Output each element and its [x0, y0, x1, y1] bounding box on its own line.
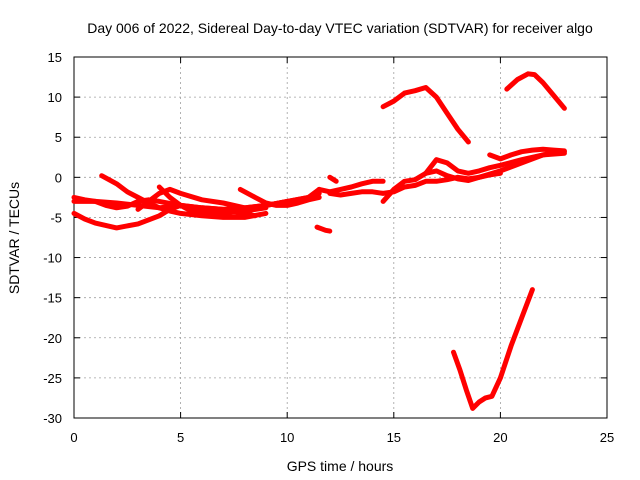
- series-band-k: [423, 150, 567, 176]
- y-tick-label-3: 0: [55, 170, 62, 185]
- series-arc-20: [504, 71, 567, 111]
- series-band-e: [135, 186, 290, 212]
- axis-ticks: 0 5 10 15 20 25 15 10 5 0 -5 -10 -15 -20 -25 -30: [43, 50, 614, 445]
- x-tick-label-3: 15: [387, 430, 401, 445]
- x-tick-label-4: 20: [493, 430, 507, 445]
- y-tick-label-0: 15: [48, 50, 62, 65]
- y-tick-label-9: -30: [43, 411, 62, 426]
- chart-title: Day 006 of 2022, Sidereal Day-to-day VTE…: [87, 20, 593, 36]
- grid-lines: [74, 57, 607, 418]
- series-v-curve: [451, 287, 535, 411]
- series-band-f: [156, 184, 269, 216]
- x-axis-label: GPS time / hours: [287, 458, 394, 474]
- y-tick-label-6: -15: [43, 291, 62, 306]
- y-tick-label-4: -5: [50, 210, 62, 225]
- y-tick-label-7: -20: [43, 331, 62, 346]
- y-tick-label-8: -25: [43, 371, 62, 386]
- y-axis-label: SDTVAR / TECUs: [6, 182, 22, 294]
- series-band-l: [487, 146, 567, 162]
- x-tick-label-2: 10: [280, 430, 294, 445]
- plot-frame: [73, 56, 608, 419]
- series-arc-15: [380, 85, 471, 145]
- x-tick-label-1: 5: [177, 430, 184, 445]
- series-band-j: [380, 149, 567, 204]
- data-series-layer: [71, 71, 567, 411]
- y-tick-label-2: 5: [55, 130, 62, 145]
- series-seg-11: [314, 224, 333, 234]
- x-tick-label-0: 0: [70, 430, 77, 445]
- series-band-d: [99, 173, 269, 220]
- y-tick-label-1: 10: [48, 90, 62, 105]
- x-tick-label-5: 25: [600, 430, 614, 445]
- series-band-g: [237, 186, 322, 208]
- y-tick-label-5: -10: [43, 251, 62, 266]
- series-seg-12: [327, 174, 339, 184]
